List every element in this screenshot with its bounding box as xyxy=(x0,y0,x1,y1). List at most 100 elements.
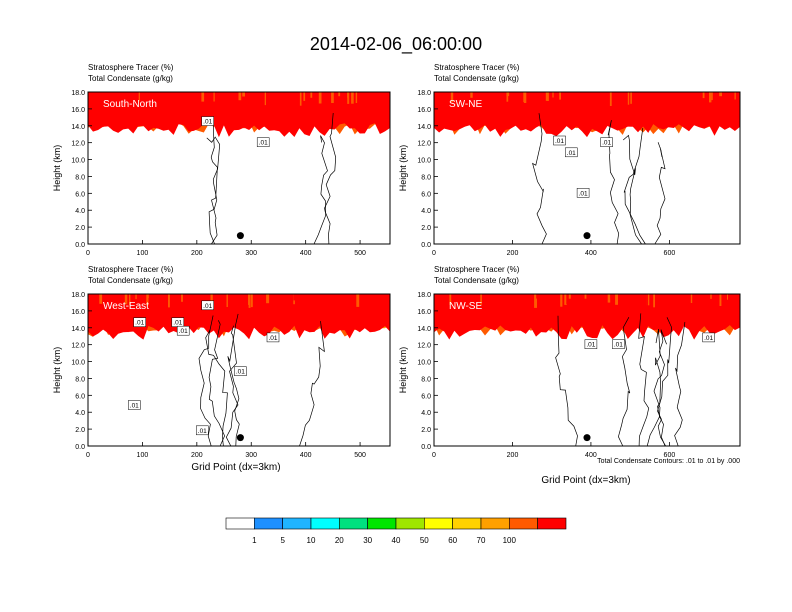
tracer-streak xyxy=(273,294,276,299)
condensate-contour xyxy=(313,135,328,245)
tracer-streak xyxy=(607,294,611,303)
y-tick-label: 10.0 xyxy=(417,360,431,367)
condensate-contour xyxy=(638,313,650,447)
tracer-streak xyxy=(205,294,208,304)
tracer-streak xyxy=(535,294,538,299)
contour-label: .01 xyxy=(203,119,212,126)
plot-frame xyxy=(433,91,741,245)
colorbar-label: 40 xyxy=(392,536,401,545)
tracer-streak xyxy=(181,294,183,302)
tracer-streak xyxy=(699,92,702,99)
x-tick-label: 200 xyxy=(191,452,203,459)
contour-label-box xyxy=(565,147,578,158)
tracer-streak xyxy=(277,92,280,104)
plot-frame xyxy=(87,293,391,447)
x-tick-label: 300 xyxy=(245,452,257,459)
tracer-streak xyxy=(347,92,350,104)
tracer-streak xyxy=(374,294,377,300)
panel-label: West-East xyxy=(103,301,149,312)
x-tick-label: 400 xyxy=(300,250,312,257)
tracer-streak xyxy=(151,294,153,304)
tracer-streak xyxy=(554,294,557,299)
tracer-streak xyxy=(127,294,129,303)
tracer-streak xyxy=(686,294,689,301)
contour-label: .01 xyxy=(203,303,212,310)
y-tick-label: 0.0 xyxy=(75,242,85,249)
panel-west-east: Stratosphere Tracer (%) Total Condensate … xyxy=(52,265,391,459)
condensate-contour xyxy=(225,325,239,447)
tracer-streak xyxy=(210,294,213,307)
tracer-streak xyxy=(615,294,618,305)
tracer-streak xyxy=(182,294,185,302)
tracer-streak xyxy=(99,294,103,304)
panel-south-north: Stratosphere Tracer (%) Total Condensate … xyxy=(52,63,391,257)
plot-frame xyxy=(87,91,391,245)
y-tick-label: 12.0 xyxy=(417,141,431,148)
colorbar-label: 30 xyxy=(363,536,372,545)
condensate-contour xyxy=(657,317,672,447)
tracer-streak xyxy=(609,92,612,106)
tracer-streak xyxy=(599,294,601,301)
y-tick-label: 16.0 xyxy=(71,309,85,316)
y-tick-label: 6.0 xyxy=(421,393,431,400)
contour-label: .01 xyxy=(179,328,188,335)
tracer-streak xyxy=(147,294,149,298)
contour-label: .01 xyxy=(567,150,576,157)
x-tick-label: 0 xyxy=(432,452,436,459)
tracer-streak xyxy=(345,294,348,308)
tracer-streak xyxy=(551,294,553,303)
contour-label-box xyxy=(133,317,146,327)
contour-label: .01 xyxy=(236,369,245,376)
contour-label-box xyxy=(234,366,247,376)
tracer-streak xyxy=(599,92,602,105)
contour-label: .01 xyxy=(135,320,144,327)
tracer-band xyxy=(434,294,740,340)
condensate-contour xyxy=(555,315,578,447)
y-tick-label: 10.0 xyxy=(71,158,85,165)
tracer-streak xyxy=(604,294,607,306)
contour-note: Total Condensate Contours: .01 to .01 by… xyxy=(597,458,740,465)
tracer-streak xyxy=(358,294,361,308)
tracer-streak xyxy=(250,294,253,308)
y-tick-label: 14.0 xyxy=(417,124,431,131)
tracer-streak xyxy=(640,92,642,104)
y-tick-label: 18.0 xyxy=(71,292,85,299)
tracer-streak xyxy=(449,294,452,305)
tracer-streak xyxy=(650,92,652,98)
tracer-streak xyxy=(304,92,307,101)
tracer-streak xyxy=(734,92,736,100)
y-tick-label: 0.0 xyxy=(421,242,431,249)
condensate-contour xyxy=(622,134,646,245)
y-tick-label: 6.0 xyxy=(75,191,85,198)
tracer-streak xyxy=(516,294,519,308)
x-tick-label: 0 xyxy=(86,452,90,459)
x-tick-label: 200 xyxy=(507,452,519,459)
contour-label-box xyxy=(196,425,209,436)
x-tick-label: 500 xyxy=(354,250,366,257)
tracer-streak xyxy=(622,92,624,97)
y-tick-label: 2.0 xyxy=(421,225,431,232)
tracer-streak xyxy=(124,294,128,305)
contour-label-box xyxy=(128,400,141,410)
tracer-streak xyxy=(620,92,624,98)
colorbar-swatch xyxy=(282,517,312,530)
colorbar-label: 50 xyxy=(420,536,429,545)
tracer-streak xyxy=(703,294,705,304)
tracer-streak xyxy=(529,294,532,301)
tracer-streak xyxy=(627,92,630,105)
tracer-streak xyxy=(480,294,482,305)
tracer-streak xyxy=(118,92,120,98)
tracer-streak xyxy=(552,92,554,98)
tracer-streak xyxy=(213,92,215,102)
contour-label-box xyxy=(201,116,214,126)
y-tick-label: 4.0 xyxy=(75,208,85,215)
x-tick-label: 100 xyxy=(137,250,149,257)
colorbar-swatch xyxy=(367,517,397,530)
tracer-streak xyxy=(356,294,360,307)
tracer-streak xyxy=(560,294,563,307)
condensate-contour xyxy=(623,128,644,245)
tracer-streak xyxy=(288,92,291,98)
tracer-streak xyxy=(719,294,722,306)
tracer-streak xyxy=(135,294,137,300)
